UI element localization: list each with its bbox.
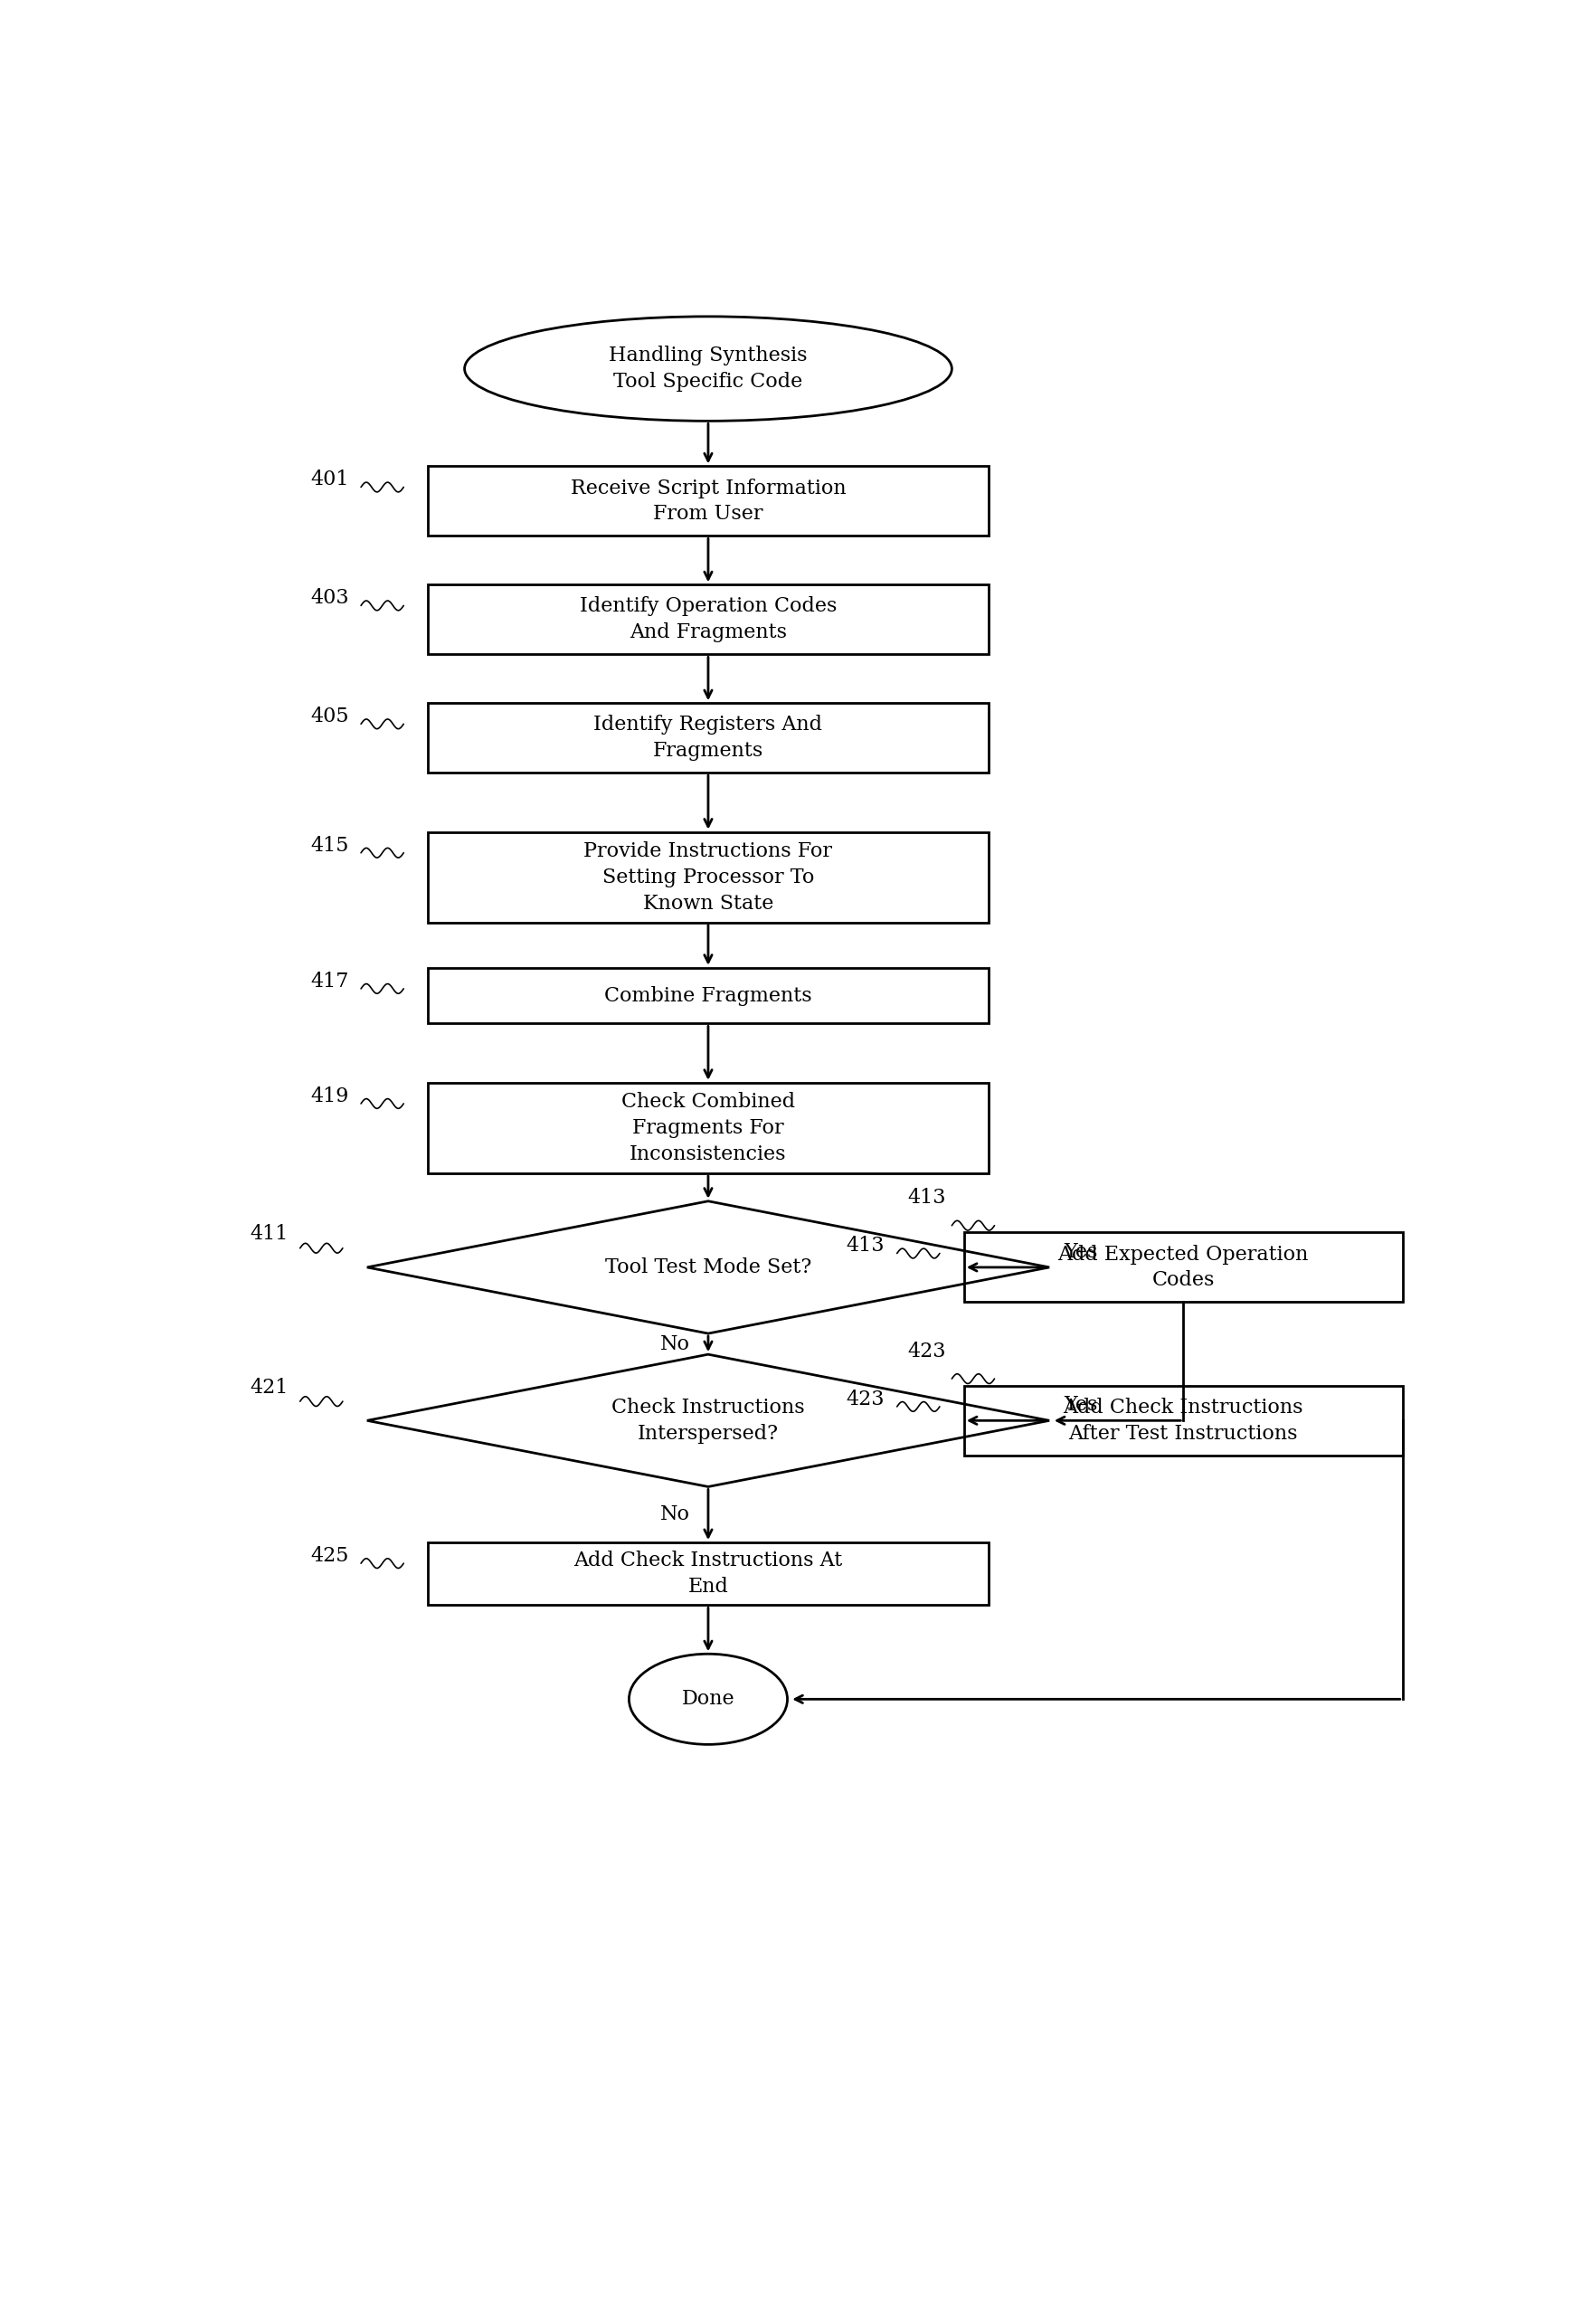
- Bar: [428, 586, 989, 655]
- Text: 401: 401: [310, 469, 349, 490]
- Text: 413: 413: [846, 1236, 885, 1255]
- Text: No: No: [660, 1334, 690, 1355]
- Text: 405: 405: [310, 706, 349, 727]
- Text: Identify Operation Codes
And Fragments: Identify Operation Codes And Fragments: [580, 597, 836, 641]
- Text: Check Combined
Fragments For
Inconsistencies: Check Combined Fragments For Inconsisten…: [621, 1092, 795, 1164]
- Text: 415: 415: [310, 834, 349, 855]
- Text: 417: 417: [310, 971, 349, 990]
- Text: Done: Done: [682, 1690, 734, 1708]
- Text: 419: 419: [310, 1085, 349, 1106]
- Bar: [964, 1385, 1402, 1455]
- Bar: [428, 832, 989, 923]
- Bar: [964, 1232, 1402, 1301]
- Text: Add Check Instructions
After Test Instructions: Add Check Instructions After Test Instru…: [1063, 1397, 1303, 1443]
- Text: 403: 403: [310, 588, 349, 609]
- Text: Add Expected Operation
Codes: Add Expected Operation Codes: [1058, 1243, 1309, 1290]
- Bar: [428, 467, 989, 537]
- Text: Handling Synthesis
Tool Specific Code: Handling Synthesis Tool Specific Code: [608, 346, 808, 393]
- Text: Yes: Yes: [1064, 1241, 1097, 1262]
- Text: Combine Fragments: Combine Fragments: [604, 985, 813, 1006]
- Bar: [428, 1543, 989, 1606]
- Text: Add Check Instructions At
End: Add Check Instructions At End: [574, 1550, 843, 1597]
- Text: Provide Instructions For
Setting Processor To
Known State: Provide Instructions For Setting Process…: [583, 841, 833, 913]
- Text: 413: 413: [907, 1188, 946, 1208]
- Text: Identify Registers And
Fragments: Identify Registers And Fragments: [594, 716, 822, 760]
- Text: 423: 423: [846, 1390, 885, 1408]
- Bar: [428, 967, 989, 1023]
- Text: Receive Script Information
From User: Receive Script Information From User: [571, 479, 846, 525]
- Text: 423: 423: [907, 1341, 946, 1362]
- Text: 421: 421: [250, 1378, 288, 1397]
- Text: Check Instructions
Interspersed?: Check Instructions Interspersed?: [612, 1397, 805, 1443]
- Text: 411: 411: [250, 1225, 288, 1243]
- Text: Yes: Yes: [1064, 1394, 1097, 1415]
- Text: 425: 425: [310, 1545, 349, 1566]
- Bar: [428, 1083, 989, 1174]
- Text: Tool Test Mode Set?: Tool Test Mode Set?: [605, 1257, 811, 1278]
- Text: No: No: [660, 1504, 690, 1525]
- Bar: [428, 704, 989, 774]
